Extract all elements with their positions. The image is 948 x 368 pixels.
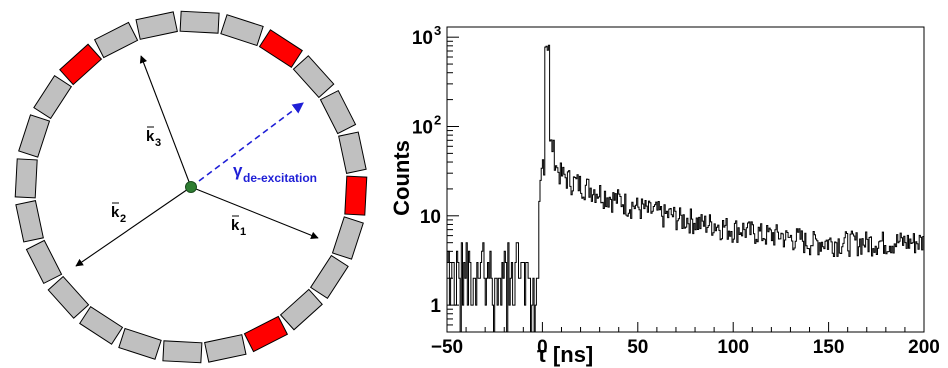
vertex-point [185, 181, 197, 193]
detector-strip [220, 14, 264, 47]
detector-strip [93, 21, 139, 59]
vector-k1-arrow [190, 186, 319, 239]
y-tick-exponent: 2 [434, 112, 441, 127]
detector-strip [47, 275, 90, 319]
x-tick-label: 100 [717, 337, 749, 358]
detector-strip [135, 11, 178, 40]
detector-strip [18, 114, 51, 158]
detector-strip [25, 239, 63, 285]
label-k3: k 3 [146, 126, 161, 149]
label-k1-sub: 1 [240, 226, 246, 238]
label-k2: k 2 [111, 202, 126, 225]
label-gamma-sub: de-excitation [243, 171, 317, 185]
detector-strip-hit [243, 315, 289, 353]
series-histogram-line [447, 44, 924, 333]
detector-strip [15, 200, 44, 243]
detector-strip [292, 55, 335, 99]
plot-frame [446, 26, 925, 333]
y-tick-label: 10 [420, 207, 441, 228]
x-axis-title: τ [ns] [537, 342, 593, 367]
detector-strip [204, 334, 247, 363]
detector-strip [179, 10, 220, 34]
y-axis-title: Counts [389, 140, 414, 216]
detector-strip [309, 254, 349, 299]
y-tick-label: 1 [430, 296, 441, 317]
vector-k3-arrow [139, 55, 192, 188]
label-k2-base: k [111, 204, 120, 221]
detector-strip [319, 89, 357, 135]
label-k1-base: k [231, 217, 240, 234]
detector-strip [33, 75, 73, 120]
detector-strip [162, 340, 203, 364]
detector-strip [118, 327, 162, 360]
detector-strip-hit [258, 29, 303, 69]
label-gamma-symbol: γ [233, 161, 243, 180]
label-k1: k 1 [231, 215, 246, 238]
detector-strip [79, 305, 124, 345]
y-tick-label: 10 [412, 117, 433, 138]
label-gamma: γ de-excitation [233, 161, 317, 185]
x-tick-label: 150 [813, 337, 845, 358]
detector-strip [14, 158, 38, 199]
detector-diagram: k 3 k 2 k 1 γ de-excitation [14, 10, 368, 364]
x-tick-label: 50 [627, 337, 648, 358]
x-tick-label: 200 [908, 337, 940, 358]
detector-ring [14, 10, 368, 364]
label-k3-sub: 3 [155, 137, 161, 149]
detector-strip [279, 288, 323, 331]
gamma-arrow [190, 102, 304, 188]
x-tick-label: 0 [537, 337, 548, 358]
detector-strip-hit [59, 43, 103, 86]
vector-k2-arrow [75, 186, 192, 267]
label-k2-sub: 2 [120, 213, 126, 225]
y-tick-exponent: 3 [434, 23, 441, 38]
detector-strip-hit [344, 175, 368, 216]
x-axis: −50 0 50 100 150 200 [431, 322, 940, 358]
x-tick-label: −50 [431, 337, 463, 358]
detector-strip [338, 131, 367, 174]
y-tick-label: 10 [412, 28, 433, 49]
label-k3-base: k [146, 128, 155, 145]
detector-strip [331, 216, 364, 260]
